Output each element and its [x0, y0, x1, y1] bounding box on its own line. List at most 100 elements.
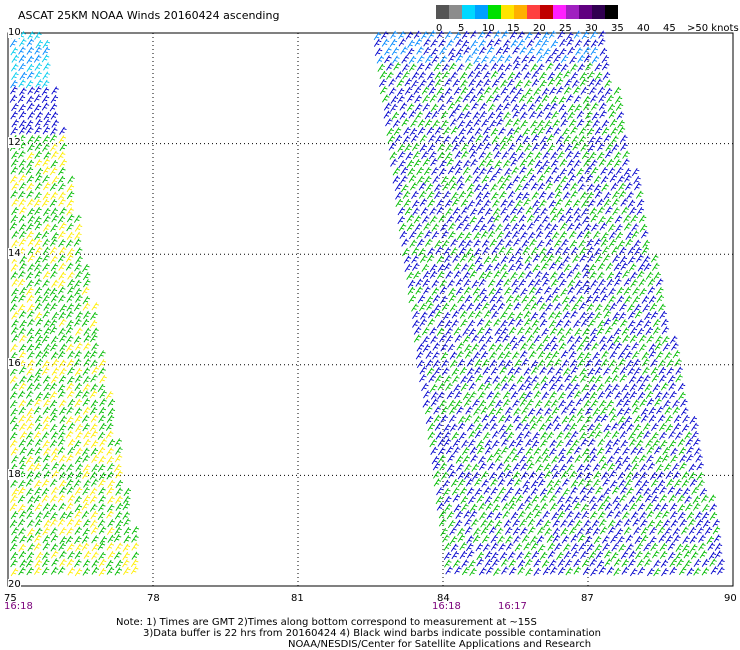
wind-barb: [444, 559, 452, 568]
wind-barb: [434, 310, 443, 319]
wind-barb: [412, 207, 420, 216]
wind-barb: [511, 278, 519, 288]
wind-barb: [66, 190, 75, 200]
wind-barb: [485, 30, 493, 39]
wind-barb: [99, 374, 107, 384]
wind-barb: [549, 494, 557, 503]
wind-barb: [624, 351, 633, 360]
wind-barb: [535, 287, 543, 296]
wind-barb: [27, 246, 36, 256]
wind-barb: [448, 294, 457, 303]
y-tick-20: 20: [8, 579, 21, 590]
wind-barb: [551, 47, 559, 57]
wind-barb: [481, 55, 489, 64]
wind-barb: [428, 134, 436, 143]
wind-barb: [492, 199, 500, 208]
wind-barb: [18, 159, 27, 168]
wind-barb: [513, 407, 521, 416]
wind-barb: [50, 494, 58, 503]
wind-barb: [429, 94, 438, 103]
wind-barb: [649, 471, 658, 481]
wind-barb: [57, 254, 66, 263]
wind-barb: [35, 79, 43, 88]
wind-barb: [25, 390, 34, 399]
wind-barb: [611, 198, 620, 207]
wind-barb: [606, 158, 614, 167]
wind-barb: [508, 567, 517, 576]
wind-barb: [66, 454, 74, 463]
wind-barb: [565, 207, 574, 216]
wind-barb: [478, 271, 487, 280]
wind-barb: [67, 271, 75, 280]
wind-barb: [523, 310, 532, 319]
wind-barb: [454, 399, 463, 409]
wind-barb: [555, 319, 564, 328]
wind-barb: [533, 447, 542, 456]
wind-barb: [442, 182, 451, 191]
wind-barb: [489, 415, 498, 424]
wind-barb: [633, 367, 642, 376]
wind-barb: [614, 342, 623, 351]
wind-barb: [18, 198, 26, 207]
wind-barb: [555, 71, 563, 81]
wind-barb: [624, 174, 632, 183]
wind-barb: [469, 216, 477, 225]
wind-barb: [27, 310, 35, 319]
wind-barb: [493, 30, 501, 39]
legend-label-5: 5: [458, 23, 465, 34]
wind-barb: [588, 151, 597, 160]
wind-barb: [515, 144, 524, 153]
wind-barb: [630, 214, 638, 223]
wind-barb: [577, 63, 585, 72]
wind-barb: [645, 502, 653, 512]
wind-barb: [26, 55, 34, 64]
wind-barb: [485, 502, 494, 511]
wind-barb: [665, 470, 674, 479]
wind-barb: [550, 223, 559, 232]
wind-barb: [560, 406, 569, 415]
wind-barb: [481, 63, 489, 72]
wind-barb: [115, 495, 123, 504]
wind-barb: [459, 550, 468, 559]
wind-barb: [27, 86, 35, 95]
wind-barb: [11, 119, 19, 128]
wind-barb: [83, 479, 91, 488]
wind-barb: [415, 111, 423, 120]
wind-barb: [107, 479, 115, 488]
wind-barb: [403, 126, 411, 136]
wind-barb: [572, 383, 580, 392]
wind-barb: [513, 294, 521, 303]
wind-barb: [67, 247, 75, 256]
wind-barb: [561, 238, 569, 247]
wind-barb: [445, 566, 453, 575]
wind-barb: [34, 118, 43, 128]
wind-barb: [441, 175, 449, 185]
wind-barb: [540, 207, 548, 216]
wind-barb: [598, 215, 606, 224]
wind-barb: [586, 246, 595, 255]
wind-barb: [441, 367, 450, 376]
wind-barb: [83, 350, 92, 359]
wind-barb: [488, 343, 496, 352]
wind-barb: [10, 47, 18, 56]
wind-barb: [571, 550, 579, 559]
wind-barb: [445, 143, 453, 152]
wind-barb: [50, 454, 59, 463]
wind-barb: [423, 167, 432, 176]
wind-barb: [475, 543, 484, 552]
wind-barb: [512, 518, 520, 528]
wind-barb: [656, 287, 664, 296]
wind-barb: [432, 342, 440, 351]
wind-barb: [489, 119, 497, 129]
wind-barb: [569, 55, 577, 64]
wind-barb: [59, 406, 67, 416]
wind-barb: [544, 222, 552, 231]
wind-barb: [49, 326, 58, 335]
wind-barb: [683, 550, 692, 559]
wind-barb: [580, 438, 588, 447]
wind-barb: [612, 383, 620, 392]
wind-barb: [18, 527, 26, 536]
wind-barb: [596, 327, 605, 336]
wind-barb: [502, 46, 511, 55]
wind-barb: [690, 551, 699, 560]
